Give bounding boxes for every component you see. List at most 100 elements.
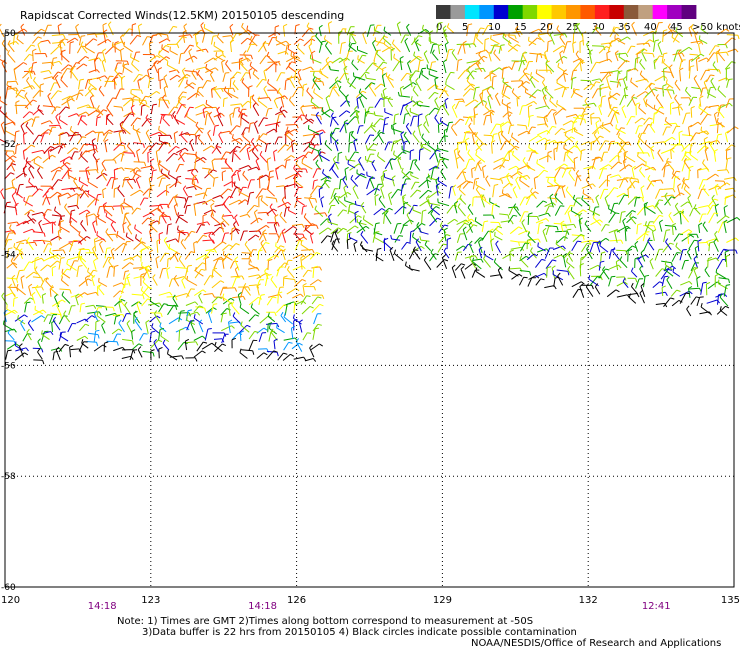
wind-barb-flag	[649, 258, 654, 262]
wind-barb	[384, 141, 389, 151]
wind-barb	[519, 211, 525, 223]
wind-barb-flag	[501, 90, 504, 95]
wind-barb	[0, 124, 6, 135]
wind-barb-flag	[210, 202, 215, 207]
wind-barb	[575, 143, 583, 154]
wind-barb	[406, 214, 413, 225]
wind-barb	[377, 155, 386, 163]
wind-barb-flag	[116, 230, 119, 236]
wind-barb	[150, 104, 154, 115]
wind-barb-flag	[677, 49, 682, 53]
wind-barb	[194, 269, 202, 279]
wind-barb-flag	[98, 277, 100, 282]
wind-barb-flag	[177, 175, 182, 178]
wind-barb-flag	[618, 52, 621, 57]
wind-barb	[726, 34, 738, 36]
wind-barb-flag	[704, 145, 709, 149]
wind-barb	[28, 181, 36, 188]
wind-barb-flag	[94, 33, 98, 38]
wind-barb	[141, 298, 148, 307]
wind-barb-flag	[658, 199, 664, 201]
wind-barb	[521, 84, 529, 91]
wind-barb-flag	[118, 130, 123, 134]
wind-barb	[239, 230, 245, 241]
wind-barb-flag	[393, 150, 395, 155]
wind-barb-flag	[460, 266, 465, 270]
wind-barb-flag	[643, 95, 647, 100]
wind-barb-flag	[492, 203, 497, 206]
wind-barb	[61, 169, 69, 180]
wind-barb	[373, 63, 384, 72]
wind-barb-flag	[0, 188, 4, 192]
wind-barb	[670, 289, 678, 297]
wind-barb	[48, 314, 54, 325]
wind-barb	[487, 96, 492, 109]
wind-barb	[330, 227, 339, 235]
wind-barb-flag	[584, 119, 586, 124]
wind-barb	[343, 61, 347, 71]
wind-barb-flag	[222, 54, 226, 58]
wind-barb	[79, 118, 88, 126]
wind-barb-flag	[687, 194, 691, 199]
wind-barb-flag	[505, 159, 510, 162]
wind-barb-flag	[467, 203, 471, 208]
wind-barb	[340, 100, 347, 107]
wind-barb-flag	[663, 52, 668, 55]
wind-barb	[32, 109, 40, 116]
wind-barb-flag	[652, 166, 657, 171]
wind-barb-flag	[215, 52, 218, 57]
wind-barb	[279, 215, 287, 224]
wind-barb	[413, 55, 422, 62]
wind-barb-flag	[681, 144, 685, 149]
wind-barb-flag	[8, 283, 13, 288]
wind-barb	[356, 225, 367, 234]
wind-barb-flag	[484, 102, 488, 107]
wind-barb-flag	[659, 219, 663, 223]
wind-barb	[706, 299, 718, 304]
wind-barb	[557, 275, 564, 286]
wind-barb-flag	[298, 170, 303, 173]
wind-barb-flag	[34, 266, 38, 271]
wind-barb-flag	[573, 224, 577, 229]
wind-barb-flag	[652, 205, 656, 210]
wind-barb-flag	[608, 95, 613, 99]
wind-barb	[661, 194, 673, 198]
wind-barb-flag	[303, 213, 307, 218]
wind-barb-flag	[542, 200, 548, 204]
wind-barb-flag	[402, 206, 407, 209]
wind-barb-flag	[95, 198, 100, 201]
wind-barb	[430, 213, 438, 223]
wind-barb	[715, 293, 725, 298]
wind-barb	[698, 107, 709, 115]
wind-barb-flag	[95, 169, 99, 174]
wind-barb-flag	[17, 314, 19, 320]
wind-barb-flag	[315, 111, 319, 116]
wind-barb-flag	[525, 125, 528, 130]
wind-barb	[149, 231, 153, 242]
wind-barb	[377, 132, 385, 144]
wind-barb	[342, 179, 349, 189]
wind-barb	[51, 106, 57, 115]
wind-barb	[381, 46, 392, 53]
wind-barb	[158, 141, 165, 151]
wind-barb-flag	[451, 264, 456, 268]
wind-barb-flag	[141, 248, 146, 251]
wind-barb-flag	[405, 122, 410, 127]
wind-barb	[237, 294, 242, 304]
wind-barb-flag	[672, 265, 677, 270]
wind-barb	[277, 293, 279, 304]
wind-barb	[562, 255, 567, 268]
wind-barb	[535, 72, 545, 79]
wind-barb	[0, 99, 8, 106]
wind-barb-flag	[49, 247, 52, 252]
wind-barb	[283, 277, 295, 280]
wind-barb-flag	[404, 201, 409, 204]
wind-barb-flag	[578, 217, 583, 221]
wind-barb	[246, 148, 250, 161]
wind-barb	[562, 120, 572, 126]
wind-barb	[683, 188, 691, 196]
wind-barb-flag	[176, 74, 181, 78]
wind-barb	[693, 78, 701, 89]
wind-barb-flag	[275, 242, 277, 247]
wind-barb	[529, 79, 536, 89]
